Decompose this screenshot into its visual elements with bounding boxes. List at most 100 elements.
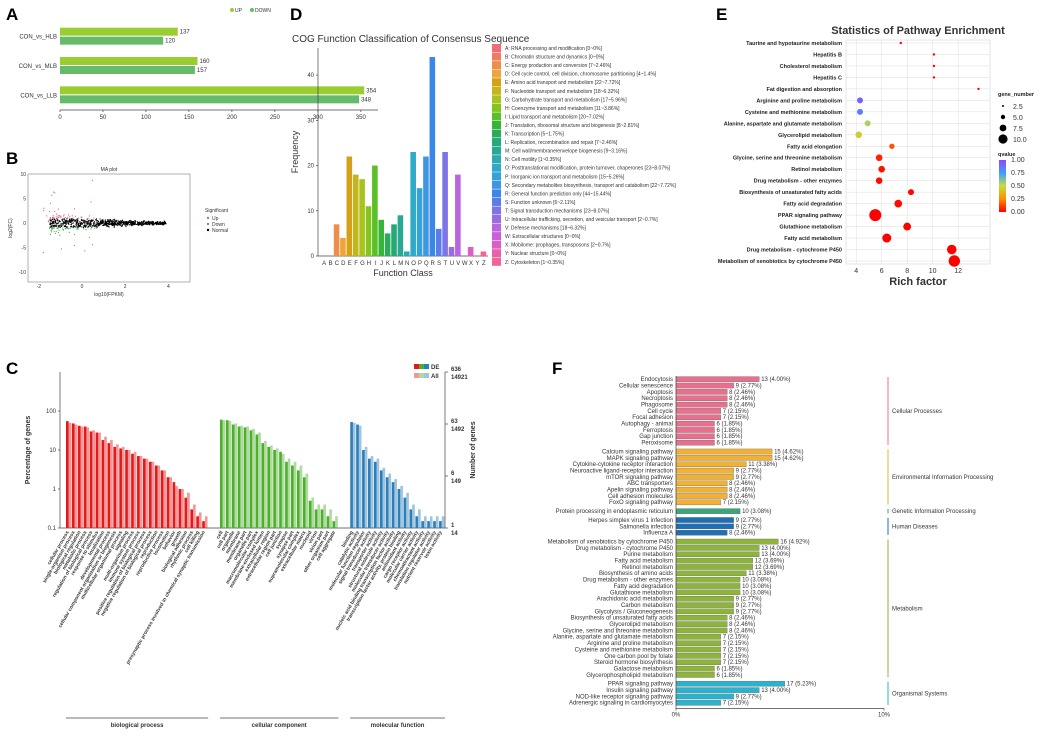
f-bar: [675, 665, 715, 672]
e-x-tick-label: 6: [880, 268, 884, 275]
d-x-tick-label: M: [398, 261, 403, 267]
panel-c-go-chart: 100 10 1 0.1 636 14921 63 1492 6 149 1 14 Percentage…: [25, 364, 477, 729]
b-point: [52, 214, 54, 217]
f-pathway-label: Cytokine-cytokine receptor interaction: [573, 462, 673, 468]
a-bar: [60, 27, 178, 36]
f-bar: [675, 576, 741, 583]
c-bar-de: [154, 465, 158, 528]
b-point: [84, 219, 86, 222]
f-pathway-label: Metabolism of xenobiotics by cytochrome …: [548, 539, 674, 545]
e-color-legend-title: qvalue: [998, 152, 1015, 158]
d-legend-label: Z: Cytoskeleton [1~0.35%]: [505, 260, 564, 266]
b-point: [107, 220, 109, 222]
b-plot-frame: [27, 173, 191, 283]
d-legend-label: P: Inorganic ion transport and metabolis…: [505, 174, 625, 180]
f-pathway-label: Necroptosis: [641, 396, 673, 402]
e-dot: [855, 131, 863, 139]
f-bar-value: 11 (3.38%): [748, 462, 777, 468]
d-bar: [429, 57, 436, 256]
a-bar-value: 157: [197, 68, 208, 74]
c-bar-de: [231, 424, 235, 528]
c-bar-de: [397, 489, 401, 528]
d-x-tick-label: Y: [475, 261, 479, 267]
b-point: [83, 219, 85, 221]
c-bar-de: [166, 477, 170, 528]
b-point: [91, 244, 94, 246]
b-point: [80, 219, 83, 221]
b-point: [128, 222, 130, 224]
b-point: [70, 223, 72, 225]
c-bar-all: [305, 473, 309, 528]
c-bar-de: [356, 424, 359, 528]
b-point: [55, 219, 57, 221]
b-point: [91, 225, 94, 227]
a-x-tick-label: 150: [184, 115, 195, 121]
b-point: [58, 229, 60, 231]
b-point: [131, 221, 133, 223]
b-point: [101, 221, 103, 224]
f-bar: [675, 545, 760, 551]
b-point: [52, 227, 54, 229]
c-bar-all: [335, 516, 338, 528]
b-point: [119, 224, 121, 226]
b-point: [118, 220, 120, 223]
a-bar-value: 137: [180, 30, 191, 36]
d-legend-swatch: [492, 172, 501, 181]
b-point: [64, 220, 66, 223]
b-point: [77, 228, 79, 230]
d-bar: [416, 188, 423, 256]
f-bar: [675, 499, 721, 506]
d-legend-swatch: [492, 180, 501, 189]
b-point: [87, 217, 89, 219]
c-bar-de: [415, 516, 419, 528]
b-point: [156, 221, 159, 223]
f-bar-value: 9 (2.77%): [736, 383, 762, 389]
b-point: [76, 228, 78, 230]
b-point: [49, 202, 52, 204]
b-point: [58, 214, 60, 217]
d-bar: [365, 206, 372, 256]
b-point: [146, 221, 148, 223]
e-dot: [903, 222, 912, 231]
b-point: [125, 225, 127, 228]
b-point: [101, 219, 103, 221]
c-legend-de: DE: [431, 365, 439, 371]
f-pathway-label: Focal adhesion: [632, 415, 673, 421]
a-bar-value: 120: [165, 39, 176, 45]
b-legend-dot: [206, 216, 210, 220]
f-pathway-label: Insulin signaling pathway: [606, 688, 673, 694]
b-point: [73, 208, 76, 210]
e-dot: [878, 165, 885, 173]
b-point: [139, 223, 141, 225]
f-bar-value: 6 (1.85%): [716, 441, 742, 447]
b-point: [100, 220, 102, 222]
b-point: [157, 222, 159, 225]
f-bar: [675, 455, 773, 461]
b-point: [71, 217, 74, 219]
c-bar-de: [142, 458, 146, 528]
d-legend-label: E: Amino acid transport and metabolism […: [505, 80, 621, 86]
c-legend-de-swatch: [419, 364, 424, 369]
d-bar: [378, 219, 385, 256]
d-legend-label: Q: Secondary metabolites biosynthesis, t…: [505, 183, 676, 189]
c-y-tick-label: 10: [49, 448, 56, 454]
c-bar-all: [299, 465, 303, 528]
d-legend-swatch: [492, 112, 501, 121]
b-point: [73, 244, 76, 247]
b-point: [87, 226, 89, 228]
c-bar-all: [317, 504, 321, 528]
e-dot: [899, 41, 902, 45]
b-point: [68, 227, 70, 229]
c-bar-all: [127, 450, 131, 528]
f-pathway-label: Cell cycle: [647, 409, 673, 415]
c-legend-all: All: [431, 374, 439, 380]
f-pathway-label: mTOR signaling pathway: [606, 475, 673, 481]
d-legend-swatch: [492, 206, 501, 215]
c-bar-all: [86, 427, 90, 528]
c-bar-all: [240, 425, 244, 528]
d-legend-label: W: Extracellular structures [0~0%]: [505, 234, 581, 240]
d-x-tick-label: I: [374, 261, 376, 267]
b-point: [57, 223, 59, 225]
b-point: [123, 221, 125, 223]
